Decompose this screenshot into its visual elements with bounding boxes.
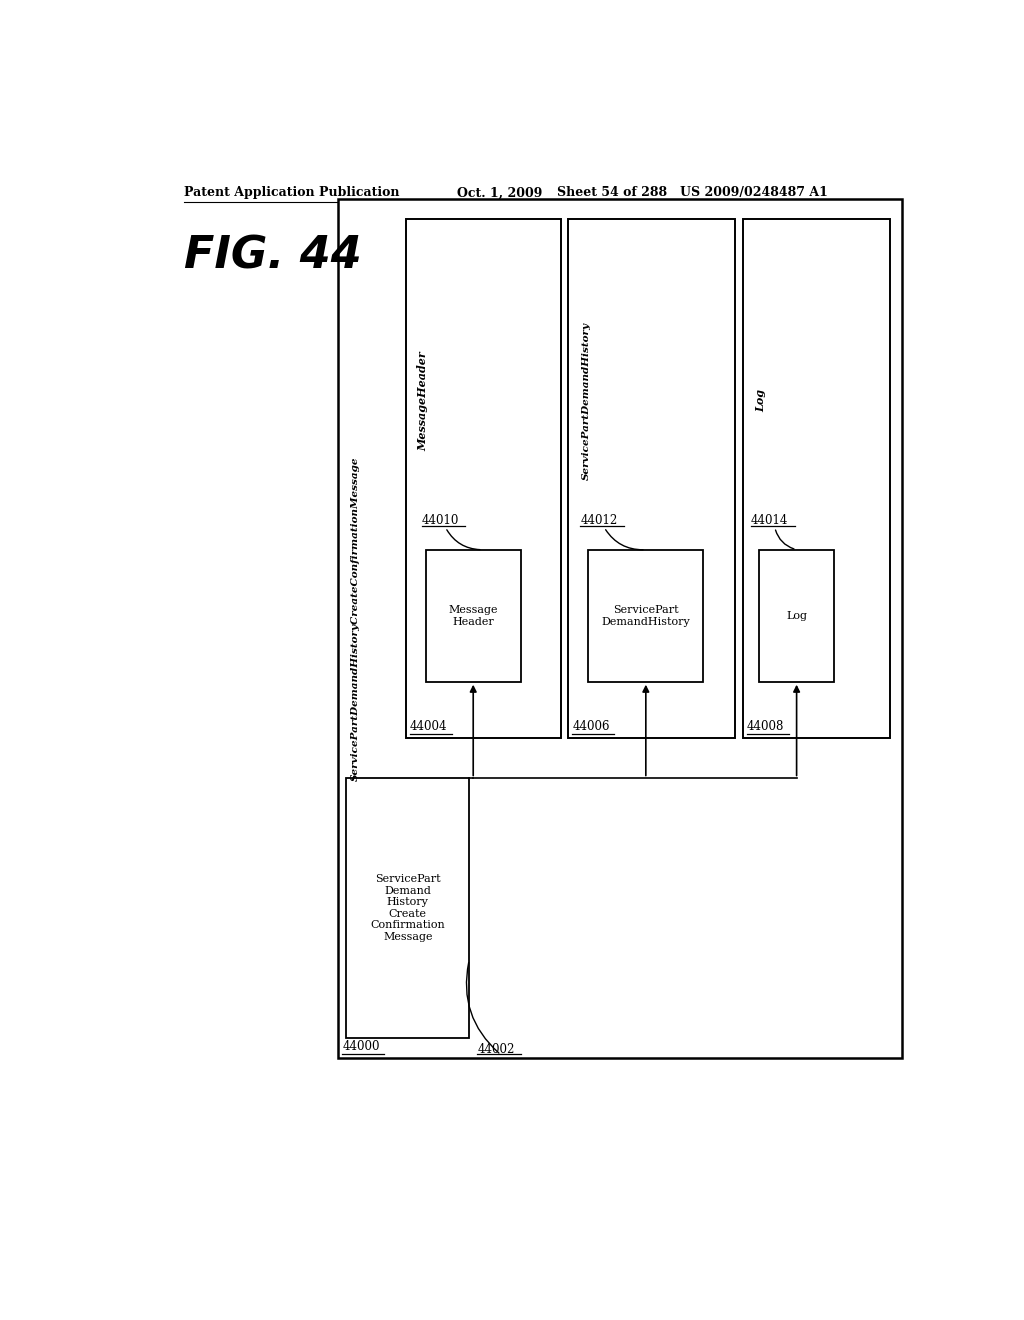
Text: Message
Header: Message Header <box>449 605 498 627</box>
Text: 44014: 44014 <box>751 515 788 527</box>
Text: ServicePartDemandHistoryCreateConfirmationMessage: ServicePartDemandHistoryCreateConfirmati… <box>351 457 360 780</box>
Text: 44000: 44000 <box>342 1040 380 1053</box>
Text: 44008: 44008 <box>748 719 784 733</box>
Text: Sheet 54 of 288: Sheet 54 of 288 <box>557 186 667 199</box>
Text: 44002: 44002 <box>477 1043 514 1056</box>
Bar <box>426 549 521 682</box>
Text: ServicePart
DemandHistory: ServicePart DemandHistory <box>601 605 690 627</box>
Text: FIG. 44: FIG. 44 <box>183 235 361 277</box>
Bar <box>346 779 469 1038</box>
Text: 44006: 44006 <box>572 719 610 733</box>
Text: 44012: 44012 <box>581 515 617 527</box>
Text: 44004: 44004 <box>410 719 447 733</box>
Bar <box>759 549 835 682</box>
Text: MessageHeader: MessageHeader <box>418 351 429 450</box>
Bar <box>568 219 735 738</box>
Text: Log: Log <box>786 611 807 620</box>
Text: Patent Application Publication: Patent Application Publication <box>183 186 399 199</box>
Bar <box>743 219 890 738</box>
Text: US 2009/0248487 A1: US 2009/0248487 A1 <box>680 186 827 199</box>
Text: Oct. 1, 2009: Oct. 1, 2009 <box>458 186 543 199</box>
Text: ServicePartDemandHistory: ServicePartDemandHistory <box>582 322 591 479</box>
Text: 44010: 44010 <box>422 515 459 527</box>
Text: Log: Log <box>755 389 766 412</box>
Text: ServicePart
Demand
History
Create
Confirmation
Message: ServicePart Demand History Create Confir… <box>371 874 445 942</box>
Bar <box>588 549 703 682</box>
Bar <box>338 199 902 1057</box>
Bar <box>406 219 560 738</box>
